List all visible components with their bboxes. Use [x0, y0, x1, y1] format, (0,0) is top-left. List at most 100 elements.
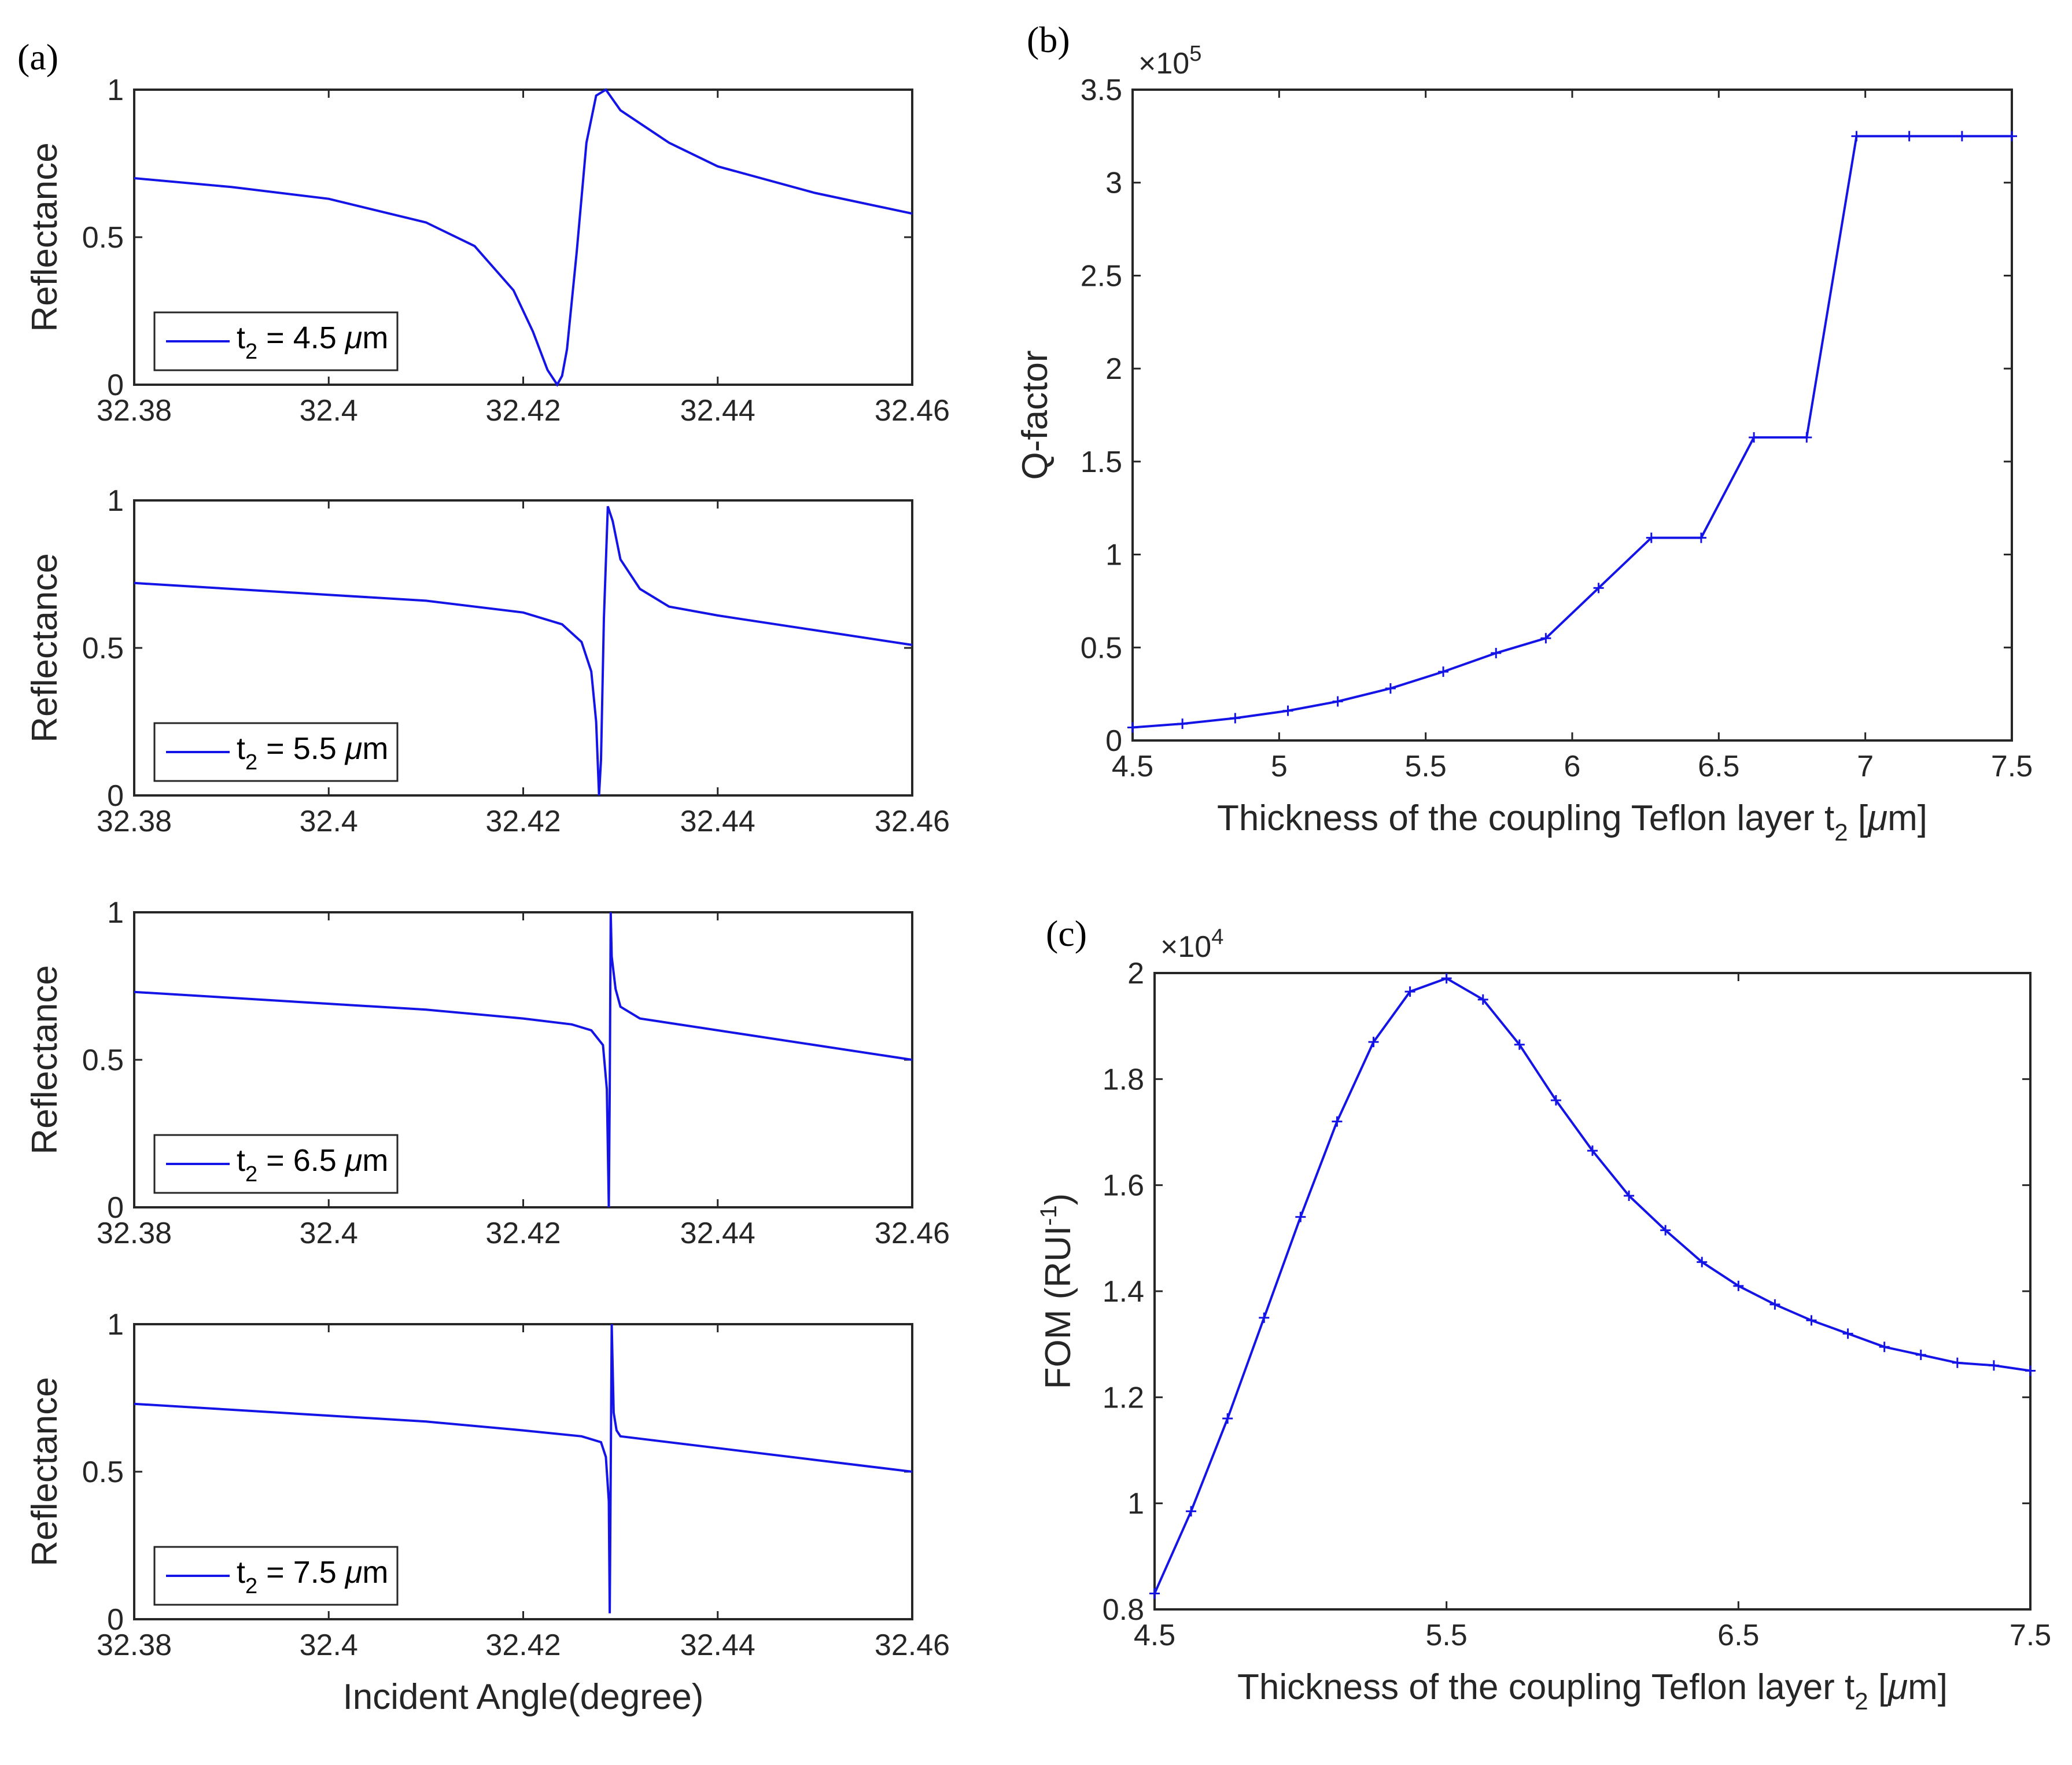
chart-a2: 32.38 32.4 32.42 32.44 32.46 0 0.5 1 Reflectance… — [25, 484, 950, 838]
x-tick-label-c: 7.5 — [2010, 1619, 2051, 1652]
legend-mu: μ — [344, 1555, 363, 1590]
exponent-power: 4 — [1211, 925, 1223, 949]
x-axis-label-text: Thickness of the coupling Teflon layer t — [1217, 798, 1834, 838]
exponent-prefix: ×10 — [1160, 930, 1211, 964]
y-axis-label-a4: Reflectance — [25, 1377, 65, 1566]
data-point-c — [1477, 994, 1488, 1005]
series-line-a4 — [134, 1324, 913, 1613]
legend-sub: 2 — [245, 750, 257, 775]
y-tick-label-a2: 1 — [107, 484, 124, 518]
exponent-power: 5 — [1189, 42, 1201, 66]
legend-sub: 2 — [245, 340, 257, 364]
axes-box-b — [1131, 89, 2013, 742]
legend-label-a1: t2 = 4.5 μm — [237, 320, 388, 364]
x-tick-label-a1: 32.44 — [680, 394, 755, 428]
data-point-b — [1491, 647, 1502, 658]
x-tick-label-a2: 32.46 — [875, 805, 950, 838]
data-point-b — [1177, 718, 1188, 729]
y-tick-label-b: 1 — [1105, 539, 1122, 572]
data-point-b — [1851, 131, 1862, 142]
y-tick-label-b: 2 — [1105, 352, 1122, 386]
legend-base: t — [237, 1555, 245, 1590]
data-point-c — [1915, 1350, 1926, 1360]
y-tick-label-a4: 1 — [107, 1308, 124, 1342]
legend-base: t — [237, 320, 245, 355]
x-tick-label-a3: 32.38 — [97, 1217, 172, 1250]
x-tick-label-a3: 32.42 — [485, 1217, 561, 1250]
x-axis-label-unit-post: m] — [1908, 1667, 1948, 1707]
axes-box-c — [1153, 972, 2032, 1611]
data-point-b — [1956, 131, 1967, 142]
x-axis-label-sub: 2 — [1834, 819, 1848, 846]
legend-unit: m — [362, 1555, 388, 1590]
y-tick-label-c: 1.2 — [1103, 1381, 1144, 1414]
legend-box-a4 — [153, 1546, 399, 1606]
x-axis-label-unit-post: m] — [1887, 798, 1927, 838]
x-tick-label-b: 6.5 — [1698, 750, 1739, 783]
x-tick-label-a1: 32.42 — [485, 394, 561, 428]
x-tick-label-a4: 32.4 — [300, 1628, 358, 1662]
y-axis-label-sup: -1 — [1036, 1205, 1061, 1226]
x-tick-label-a4: 32.44 — [680, 1628, 755, 1662]
legend-unit: m — [362, 1143, 388, 1178]
x-axis-label-text: Incident Angle(degree) — [343, 1677, 704, 1717]
data-point-c — [1222, 1413, 1233, 1424]
data-point-b — [1904, 131, 1915, 142]
x-axis-label-sub: 2 — [1855, 1687, 1868, 1715]
legend-text: = 4.5 — [257, 320, 345, 355]
x-axis-label-text: Thickness of the coupling Teflon layer t — [1237, 1667, 1855, 1707]
y-axis-label-text: Q-factor — [1015, 351, 1055, 480]
x-tick-label-a2: 32.42 — [485, 805, 561, 838]
chart-b: 4.5 5 5.5 6 6.5 7 7.5 0 0.5 1 1.5 2 2.5 3 3.5 Q-factor T… — [1015, 42, 2033, 846]
y-tick-label-a4: 0 — [107, 1603, 124, 1637]
legend-base: t — [237, 1143, 245, 1178]
data-point-c — [1660, 1225, 1671, 1236]
y-axis-label-a3: Reflectance — [25, 965, 65, 1154]
data-point-c — [1988, 1360, 1999, 1371]
y-axis-label-text: Reflectance — [25, 553, 65, 742]
x-tick-label-c: 5.5 — [1426, 1619, 1468, 1652]
data-point-b — [2007, 131, 2017, 142]
data-point-c — [1368, 1037, 1379, 1048]
legend-unit: m — [362, 320, 388, 355]
x-tick-label-b: 7 — [1857, 750, 1874, 783]
y-tick-label-a3: 0 — [107, 1191, 124, 1225]
y-axis-label-post: ) — [1038, 1193, 1078, 1206]
panel-label-a: (a) — [17, 36, 58, 78]
y-axis-label-text: Reflectance — [25, 142, 65, 331]
legend-base: t — [237, 731, 245, 766]
y-axis-label-a1: Reflectance — [25, 142, 65, 331]
series-line-b — [1132, 135, 2012, 729]
data-point-c — [1733, 1280, 1744, 1291]
data-point-c — [1404, 986, 1415, 997]
data-point-c — [1697, 1256, 1708, 1267]
y-tick-label-c: 2 — [1127, 957, 1144, 990]
y-tick-label-b: 0 — [1105, 724, 1122, 758]
legend-text: = 5.5 — [257, 731, 345, 766]
y-tick-label-a1: 0.5 — [82, 221, 124, 255]
data-point-c — [1332, 1116, 1343, 1127]
data-point-b — [1646, 532, 1657, 543]
x-tick-label-c: 6.5 — [1717, 1619, 1759, 1652]
exponent-label-c: ×104 — [1160, 925, 1223, 964]
exponent-prefix: ×10 — [1138, 47, 1189, 80]
legend-mu: μ — [344, 320, 363, 355]
x-tick-label-b: 5 — [1271, 750, 1288, 783]
legend-label-a3: t2 = 6.5 μm — [237, 1143, 388, 1187]
data-point-c — [1514, 1039, 1525, 1050]
y-tick-label-a3: 0.5 — [82, 1044, 124, 1077]
legend-label-a4: t2 = 7.5 μm — [237, 1555, 388, 1598]
x-axis-label-c: Thickness of the coupling Teflon layer t… — [1237, 1667, 1948, 1715]
data-point-c — [1879, 1342, 1890, 1353]
chart-a1: 32.38 32.4 32.42 32.44 32.46 0 0.5 1 Reflectance… — [25, 73, 950, 428]
x-axis-label-unit-pre: [ — [1868, 1667, 1888, 1707]
data-point-c — [1149, 1588, 1160, 1599]
data-point-c — [2025, 1365, 2036, 1376]
y-tick-label-b: 0.5 — [1081, 631, 1122, 665]
x-tick-label-a2: 32.38 — [97, 805, 172, 838]
y-tick-label-a1: 0 — [107, 369, 124, 402]
x-axis-label-a4: Incident Angle(degree) — [343, 1677, 704, 1717]
x-tick-label-a1: 32.38 — [97, 394, 172, 428]
x-tick-label-a2: 32.4 — [300, 805, 358, 838]
